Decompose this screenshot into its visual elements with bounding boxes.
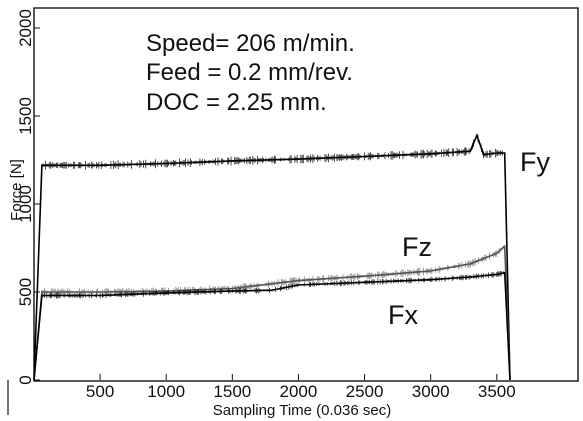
y-tick-label: 0 <box>16 375 35 384</box>
series-label-fy: Fy <box>520 147 550 177</box>
y-tick-label: 1500 <box>16 97 35 135</box>
series-noise-fz <box>41 245 504 296</box>
y-axis-label: Force [N] <box>8 159 25 221</box>
series-line-fx <box>33 271 511 381</box>
annotation-speed: Speed= 206 m/min. <box>146 30 355 57</box>
annotation-doc: DOC = 2.25 mm. <box>146 89 327 116</box>
series-fz <box>33 244 511 381</box>
x-tick-label: 3500 <box>478 382 516 401</box>
x-tick-label: 500 <box>86 382 114 401</box>
x-tick-label: 3000 <box>412 382 450 401</box>
series-label-fx: Fx <box>388 300 418 330</box>
series-noise-fy <box>41 133 504 170</box>
y-tick-label: 500 <box>16 278 35 306</box>
annotation-block: Speed= 206 m/min. Feed = 0.2 mm/rev. DOC… <box>146 30 355 116</box>
x-tick-label: 2000 <box>280 382 318 401</box>
annotation-feed: Feed = 0.2 mm/rev. <box>146 59 353 86</box>
series-line-fz <box>33 244 511 381</box>
series-noise-fx <box>41 271 504 299</box>
tick-layer: 500 1000 1500 2000 2500 3000 3500 0 500 1000 1500 2… <box>16 9 516 401</box>
series-line-fy <box>33 133 511 381</box>
series-fy <box>33 133 511 381</box>
series-fx <box>33 271 511 381</box>
y-tick-label: 2000 <box>16 9 35 47</box>
y-tick-label: 1000 <box>16 185 35 223</box>
series-label-fz: Fz <box>402 232 432 262</box>
x-tick-label: 1000 <box>147 382 185 401</box>
x-tick-label: 1500 <box>213 382 251 401</box>
x-tick-label: 2500 <box>346 382 384 401</box>
series-layer <box>33 133 511 381</box>
x-axis-label: Sampling Time (0.036 sec) <box>213 402 391 419</box>
plot-frame <box>33 7 579 382</box>
